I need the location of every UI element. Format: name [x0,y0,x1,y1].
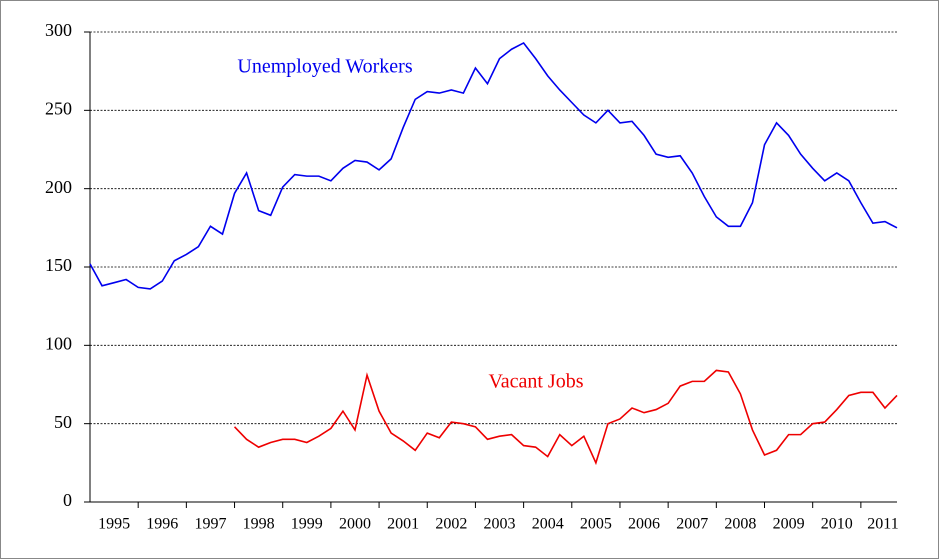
x-tick-label: 2005 [580,516,612,533]
x-tick-label: 2011 [867,516,898,533]
x-tick-label: 2004 [532,516,564,533]
line [89,41,898,290]
line [233,369,898,466]
series-label: Unemployed Workers [237,56,412,78]
x-tick-label: 2000 [339,516,371,533]
x-tick-label: 2002 [435,516,467,533]
x-tick-label: 2010 [821,516,853,533]
x-tick-label: 1997 [194,516,226,533]
x-tick-label: 2006 [628,516,660,533]
series-label: Vacant Jobs [489,371,584,393]
x-tick-label: 1996 [146,516,178,533]
x-tick-label: 2003 [484,516,516,533]
x-tick-label: 2001 [387,516,419,533]
y-tick-label: 150 [45,255,72,275]
x-tick-label: 1999 [291,516,323,533]
x-tick-label: 2009 [773,516,805,533]
x-tick-label: 1998 [243,516,275,533]
y-tick-label: 250 [45,98,72,118]
y-tick-label: 0 [63,490,72,510]
x-tick-label: 1995 [98,516,130,533]
x-tick-label: 2008 [724,516,756,533]
x-tick-label: 2007 [676,516,708,533]
y-tick-label: 100 [45,333,72,353]
y-tick-label: 50 [54,412,72,432]
y-tick-label: 300 [45,20,72,40]
y-tick-label: 200 [45,177,72,197]
